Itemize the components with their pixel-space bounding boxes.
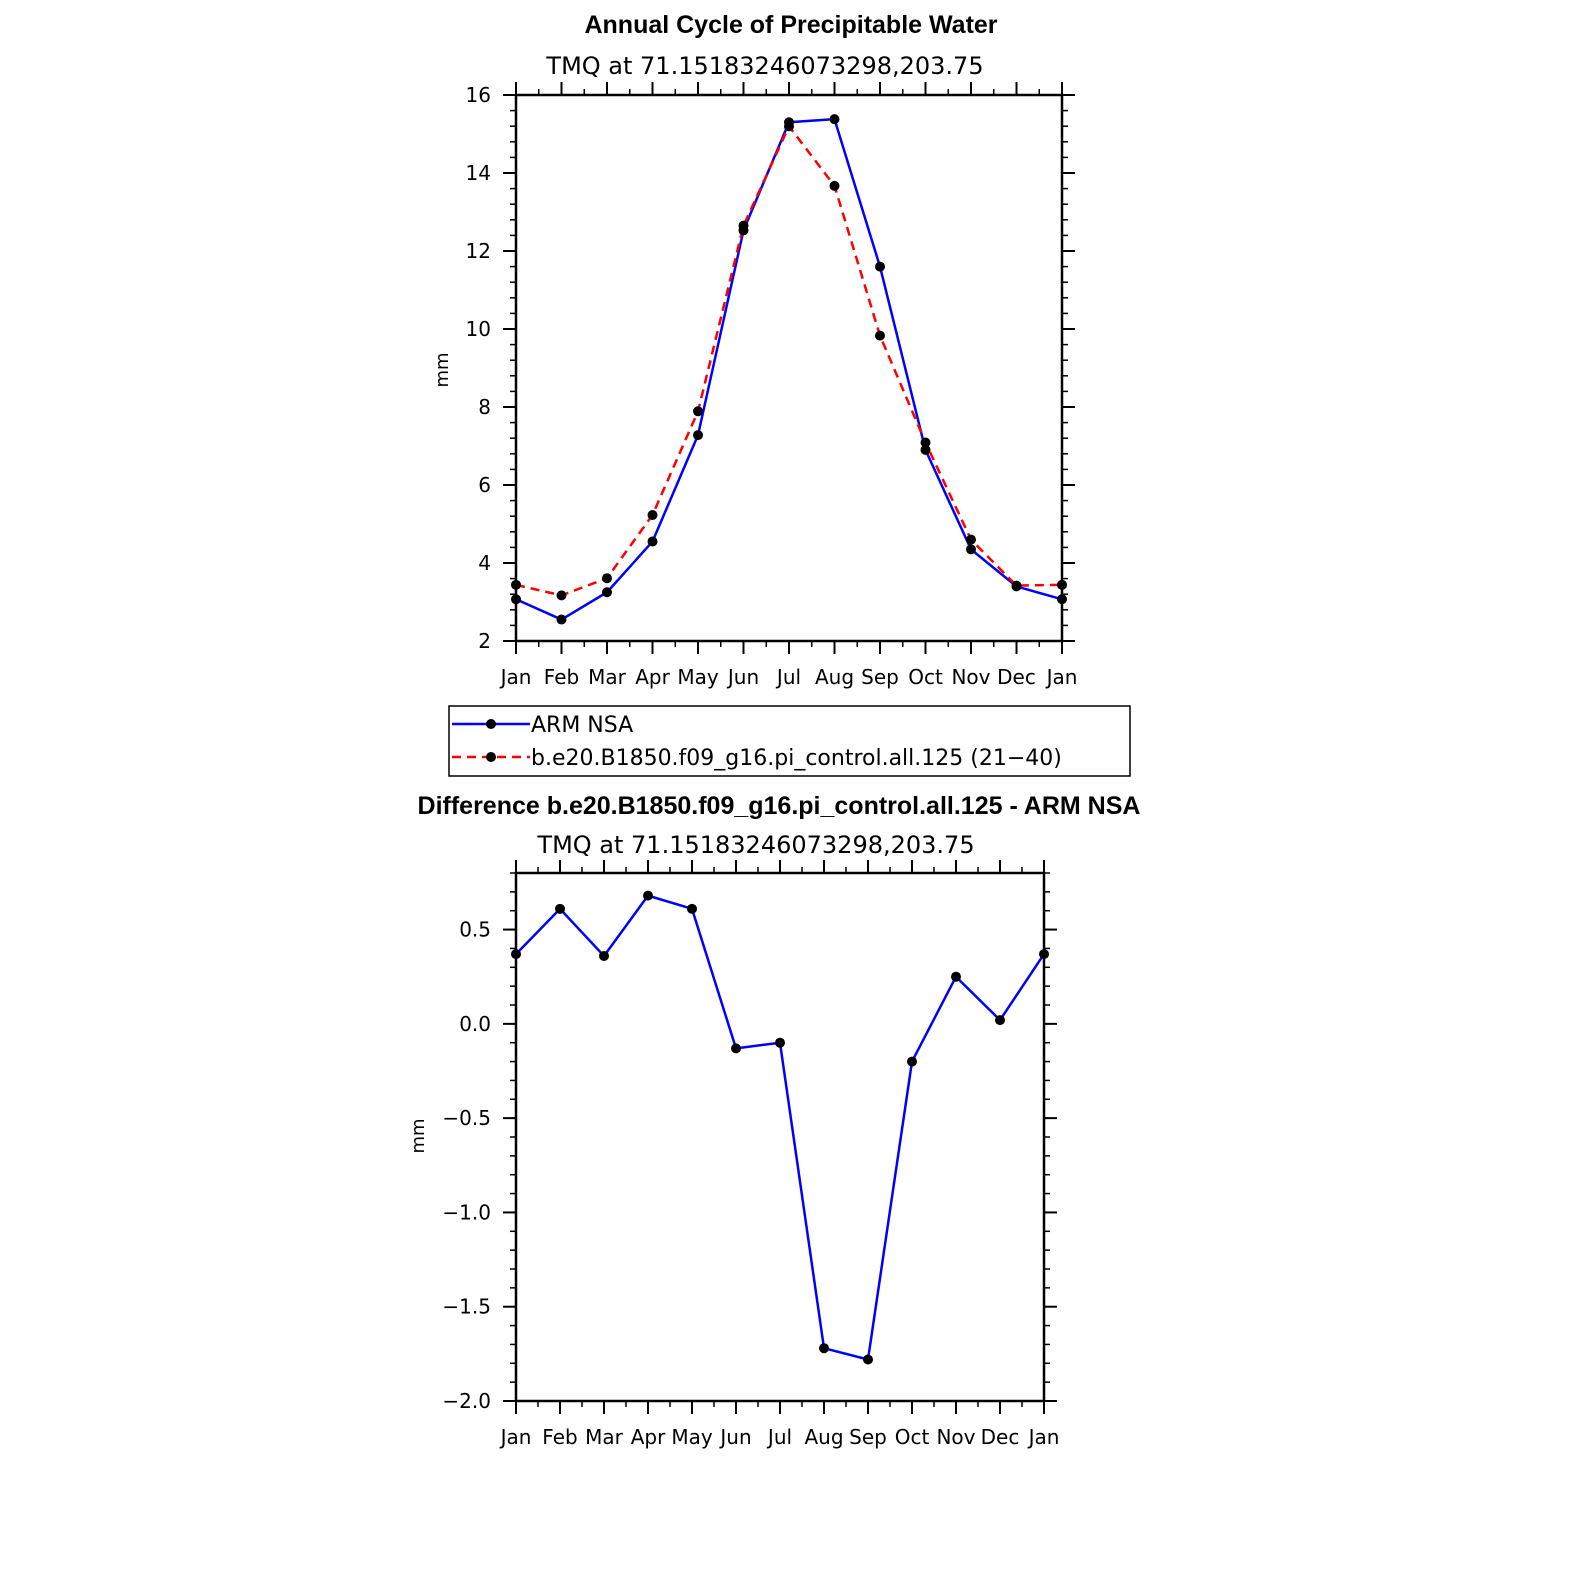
x-tick-label: Aug	[804, 1425, 843, 1449]
x-tick-label: Dec	[997, 665, 1036, 689]
data-point-series-0	[731, 1043, 741, 1054]
series-line-0	[515, 894, 1046, 1361]
data-point-series-1	[875, 330, 885, 341]
y-tick-label: −2.0	[442, 1389, 491, 1413]
legend-box	[448, 705, 1131, 777]
x-tick-label: Oct	[908, 665, 943, 689]
chart-title: Annual Cycle of Precipitable Water	[584, 11, 997, 39]
y-tick-label: 16	[466, 83, 491, 107]
data-point-series-0	[511, 594, 521, 605]
difference-chart: Difference b.e20.B1850.f09_g16.pi_contro…	[408, 792, 1140, 1449]
data-point-series-0	[920, 444, 931, 455]
data-point-series-0	[966, 544, 976, 555]
y-tick-label: −1.5	[442, 1295, 491, 1319]
plot-frame	[514, 93, 1064, 643]
legend-marker-arm-nsa	[486, 719, 496, 729]
x-tick-label: Apr	[635, 665, 670, 689]
x-tick-label: Mar	[585, 1425, 624, 1449]
x-tick-label: May	[671, 1425, 713, 1449]
y-axis-label: mm	[408, 1118, 429, 1153]
data-point-series-0	[819, 1343, 829, 1354]
data-point-series-0	[643, 890, 653, 901]
data-point-series-0	[555, 903, 565, 914]
data-point-series-0	[907, 1056, 917, 1067]
y-tick-label: 2	[478, 629, 491, 653]
x-tick-label: Nov	[951, 665, 990, 689]
y-tick-label: 6	[478, 473, 491, 497]
plot-frame	[514, 871, 1046, 1403]
x-tick-label: Jun	[718, 1425, 751, 1449]
data-point-series-0	[599, 950, 609, 961]
data-point-series-1	[1057, 579, 1067, 590]
data-point-series-0	[863, 1354, 873, 1365]
x-tick-label: Nov	[936, 1425, 975, 1449]
x-tick-label: Apr	[631, 1425, 666, 1449]
data-point-series-1	[966, 534, 976, 545]
y-tick-label: 12	[466, 239, 491, 263]
data-point-series-0	[995, 1015, 1005, 1026]
data-point-series-0	[602, 587, 612, 598]
y-tick-label: −0.5	[442, 1106, 491, 1130]
data-point-series-1	[556, 590, 567, 601]
legend: ARM NSA b.e20.B1850.f09_g16.pi_control.a…	[448, 705, 1131, 777]
data-point-series-1	[1011, 580, 1022, 591]
chart-subtitle: TMQ at 71.15183246073298,203.75	[545, 52, 983, 80]
data-point-series-0	[556, 614, 567, 625]
x-tick-label: Jan	[499, 1425, 532, 1449]
y-tick-label: 0.0	[459, 1012, 491, 1036]
data-point-series-0	[693, 430, 703, 441]
x-tick-label: Aug	[815, 665, 854, 689]
data-point-series-0	[951, 971, 961, 982]
data-point-series-0	[875, 261, 885, 272]
x-tick-label: Sep	[861, 665, 899, 689]
x-tick-label: Oct	[895, 1425, 930, 1449]
data-point-series-1	[602, 573, 612, 584]
data-point-series-1	[920, 437, 931, 448]
y-tick-label: 0.5	[459, 918, 491, 942]
y-tick-label: 4	[478, 551, 491, 575]
data-point-series-0	[829, 114, 840, 125]
data-point-series-1	[784, 121, 794, 132]
legend-label-arm-nsa: ARM NSA	[531, 713, 633, 738]
legend-label-model: b.e20.B1850.f09_g16.pi_control.all.125 (…	[531, 746, 1062, 771]
series-line-0	[515, 117, 1063, 621]
data-point-series-1	[738, 220, 749, 231]
x-tick-label: Jan	[1045, 665, 1078, 689]
data-point-series-0	[511, 949, 521, 960]
annual-cycle-chart: Annual Cycle of Precipitable Water TMQ a…	[432, 11, 1077, 689]
x-tick-label: Jan	[499, 665, 532, 689]
legend-entry-arm-nsa: ARM NSA	[452, 713, 633, 738]
chart-subtitle: TMQ at 71.15183246073298,203.75	[536, 831, 974, 859]
x-tick-label: Feb	[542, 1425, 577, 1449]
x-tick-label: Jul	[766, 1425, 792, 1449]
data-point-series-0	[1039, 949, 1049, 960]
legend-entry-model: b.e20.B1850.f09_g16.pi_control.all.125 (…	[452, 746, 1062, 771]
y-tick-label: 10	[466, 317, 491, 341]
data-point-series-1	[647, 510, 658, 521]
legend-marker-model	[486, 752, 496, 762]
data-point-series-0	[647, 536, 658, 547]
data-point-series-0	[775, 1037, 785, 1048]
x-tick-label: Sep	[849, 1425, 887, 1449]
x-tick-label: Mar	[588, 665, 627, 689]
chart-title: Difference b.e20.B1850.f09_g16.pi_contro…	[418, 792, 1141, 820]
y-axis-label: mm	[432, 352, 453, 387]
x-tick-label: Jul	[775, 665, 801, 689]
x-tick-label: Jun	[726, 665, 759, 689]
series-line-1	[515, 124, 1063, 597]
data-point-series-1	[511, 579, 521, 590]
y-tick-label: −1.0	[442, 1200, 491, 1224]
x-tick-label: Jan	[1027, 1425, 1060, 1449]
x-tick-label: Dec	[981, 1425, 1020, 1449]
y-tick-label: 8	[478, 395, 491, 419]
data-point-series-1	[829, 180, 840, 191]
data-point-series-0	[1057, 594, 1067, 605]
data-point-series-1	[693, 406, 703, 417]
y-tick-label: 14	[466, 161, 491, 185]
x-tick-label: Feb	[544, 665, 579, 689]
x-tick-label: May	[677, 665, 719, 689]
data-point-series-0	[687, 903, 697, 914]
